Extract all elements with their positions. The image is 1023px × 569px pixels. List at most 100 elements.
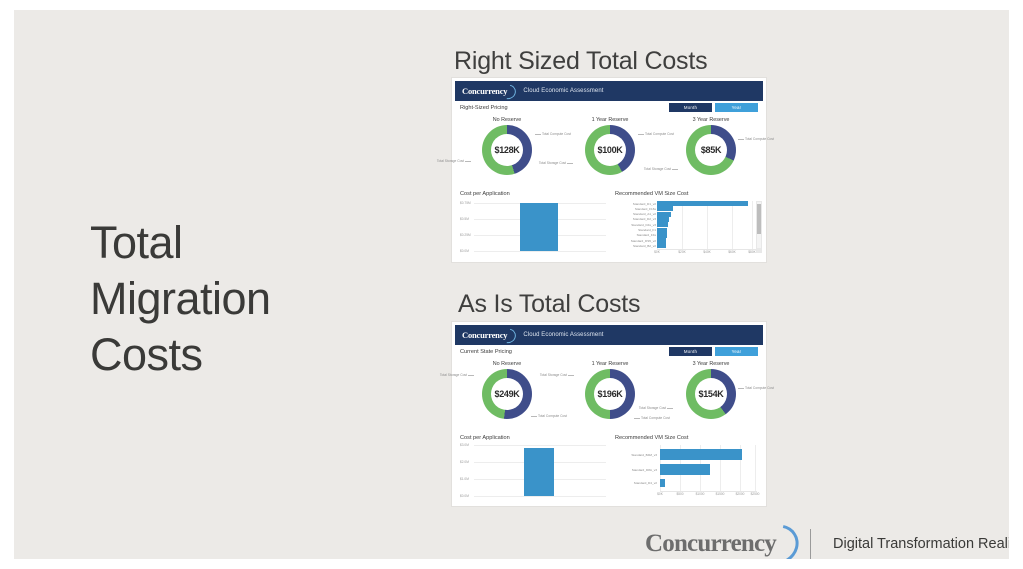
vm-row-label: Standard_D1_v2 [632,201,656,206]
vm-row-bar[interactable] [657,222,668,228]
dashboard-header-bar: Concurrency Cloud Economic Assessment [455,81,763,102]
concurrency-logo: Concurrency [462,82,519,102]
donut-center-value: $196K [594,378,626,410]
donut-label-storage: Total Storage Cost [539,373,575,377]
donut-card-3-year: 3 Year Reserve $85K Total Compute Cost T… [644,117,774,185]
cost-per-application-chart: $0.75M $0.5M $0.25M $0.0M [460,201,606,253]
cost-per-application-chart: $3.0M $2.0M $1.0M $0.0M [460,443,606,498]
donut-row: No Reserve $128K Total Compute Cost Tota… [437,117,774,185]
vm-row-label: Standard_D2_v3 [632,217,656,222]
donut-caption: No Reserve [492,117,522,123]
x-tick: $500 [676,492,684,496]
donut-caption: 1 Year Reserve [591,361,629,367]
donut-card-1-year: 1 Year Reserve $196K Total Storage Cost … [540,361,670,429]
section-heading-as-is: As Is Total Costs [458,290,641,318]
footer: Concurrency Digital Transformation Reali… [645,516,1009,559]
donut-caption: 1 Year Reserve [591,117,629,123]
vm-row-label: Standard_DS5_v2 [630,238,656,243]
page-title: Total Migration Costs [90,217,271,380]
y-tick: $0.25M [460,233,471,237]
x-tick: $0K [654,250,660,254]
vm-row: Standard_DS5_v2 [615,238,752,244]
x-tick: $1000 [695,492,705,496]
donut-label-storage: Total Storage Cost [538,161,574,165]
donut-chart: $196K [585,369,635,419]
vm-row-bar[interactable] [657,201,748,206]
vm-row-label: Standard_F1 [638,228,656,232]
x-tick: $1500 [715,492,725,496]
vm-row-bar[interactable] [657,206,673,212]
donut-card-no-reserve: No Reserve $128K Total Compute Cost Tota… [437,117,571,185]
vertical-scrollbar[interactable] [756,201,762,253]
dashboard-body: Right-Sized Pricing Month Year No Reserv… [437,101,774,259]
donut-caption: 3 Year Reserve [692,117,730,123]
donut-center-value: $128K [491,134,523,166]
donut-card-1-year: 1 Year Reserve $100K Total Compute Cost … [539,117,674,185]
vm-row-bar[interactable] [657,238,666,244]
x-tick: $80K [748,250,756,254]
y-tick: $0.5M [460,217,469,221]
donut-caption: No Reserve [492,361,522,367]
donut-card-3-year: 3 Year Reserve $154K Total Compute Cost … [639,361,774,429]
vm-row-bar[interactable] [660,479,665,487]
vm-row-bar[interactable] [657,211,671,217]
footer-divider [810,529,811,559]
footer-tagline: Digital Transformation Realized ™ [833,536,1009,552]
toggle-year[interactable]: Year [715,103,758,112]
donut-label-compute: Total Compute Cost [535,132,571,136]
donut-label-storage: Total Storage Cost [643,167,679,171]
donut-chart: $100K [585,125,635,175]
cost-per-application-title: Cost per Application [460,191,510,197]
vm-row-bar[interactable] [657,216,669,222]
donut-chart: $249K [482,369,532,419]
y-tick: $3.0M [460,443,469,447]
y-tick: $1.0M [460,477,469,481]
vm-size-cost-title: Recommended VM Size Cost [615,191,689,197]
donut-chart: $128K [482,125,532,175]
period-toggle[interactable]: Month Year [669,347,758,356]
bar[interactable] [524,448,554,496]
toggle-month[interactable]: Month [669,347,712,356]
vm-row: Standard_D1_v2 [615,201,752,206]
vm-row-label: Standard_F4s [636,233,656,238]
vm-row-bar[interactable] [660,464,710,475]
vm-size-cost-chart: Standard_D1_v2 Standard_F16s Standard_A1… [615,201,762,255]
swoosh-icon [498,82,519,102]
swoosh-icon [749,516,807,559]
y-tick: $2.0M [460,460,469,464]
vm-row: Standard_A1_v2 [615,211,752,217]
scroll-down-arrow-icon[interactable] [757,248,761,252]
vm-size-cost-chart: Standard_B4M_v3 Standard_D8A_v3 Standard… [615,445,760,499]
pricing-label: Current State Pricing [460,349,512,355]
concurrency-logo: Concurrency [462,326,519,346]
donut-row: No Reserve $249K Total Storage Cost Tota… [440,361,774,429]
donut-card-no-reserve: No Reserve $249K Total Storage Cost Tota… [440,361,567,429]
vm-row-bar[interactable] [660,449,742,460]
dashboard-header-bar: Concurrency Cloud Economic Assessment [455,325,763,346]
vm-row-bar[interactable] [657,232,667,238]
dashboard-as-is: Concurrency Cloud Economic Assessment Cu… [440,322,774,506]
y-tick: $0.0M [460,249,469,253]
vm-row: Standard_B4M_v3 [615,449,755,460]
donut-center-value: $249K [491,378,523,410]
vm-row: Standard_D8A_v3 [615,464,755,475]
donut-label-storage: Total Storage Cost [436,159,472,163]
toggle-month[interactable]: Month [669,103,712,112]
vm-row-bar[interactable] [657,227,667,233]
vm-row-label: Standard_A1_v2 [632,212,656,217]
vm-row: Standard_B2_v2 [615,243,752,249]
toggle-year[interactable]: Year [715,347,758,356]
vm-row: Standard_F1 [615,227,752,233]
vm-row-label: Standard_D8A_v3 [631,467,657,472]
bar[interactable] [520,203,558,251]
vm-row-label: Standard_D4_v2 [633,481,657,485]
period-toggle[interactable]: Month Year [669,103,758,112]
x-tick: $2500 [750,492,760,496]
donut-center-value: $100K [594,134,626,166]
scrollbar-thumb[interactable] [757,204,761,234]
donut-label-compute: Total Compute Cost [634,416,670,420]
dashboard-right-sized: Concurrency Cloud Economic Assessment Ri… [437,78,774,262]
x-tick: $2000 [735,492,745,496]
vm-row-label: Standard_D4s_v3 [631,222,656,227]
vm-row-bar[interactable] [657,243,666,249]
